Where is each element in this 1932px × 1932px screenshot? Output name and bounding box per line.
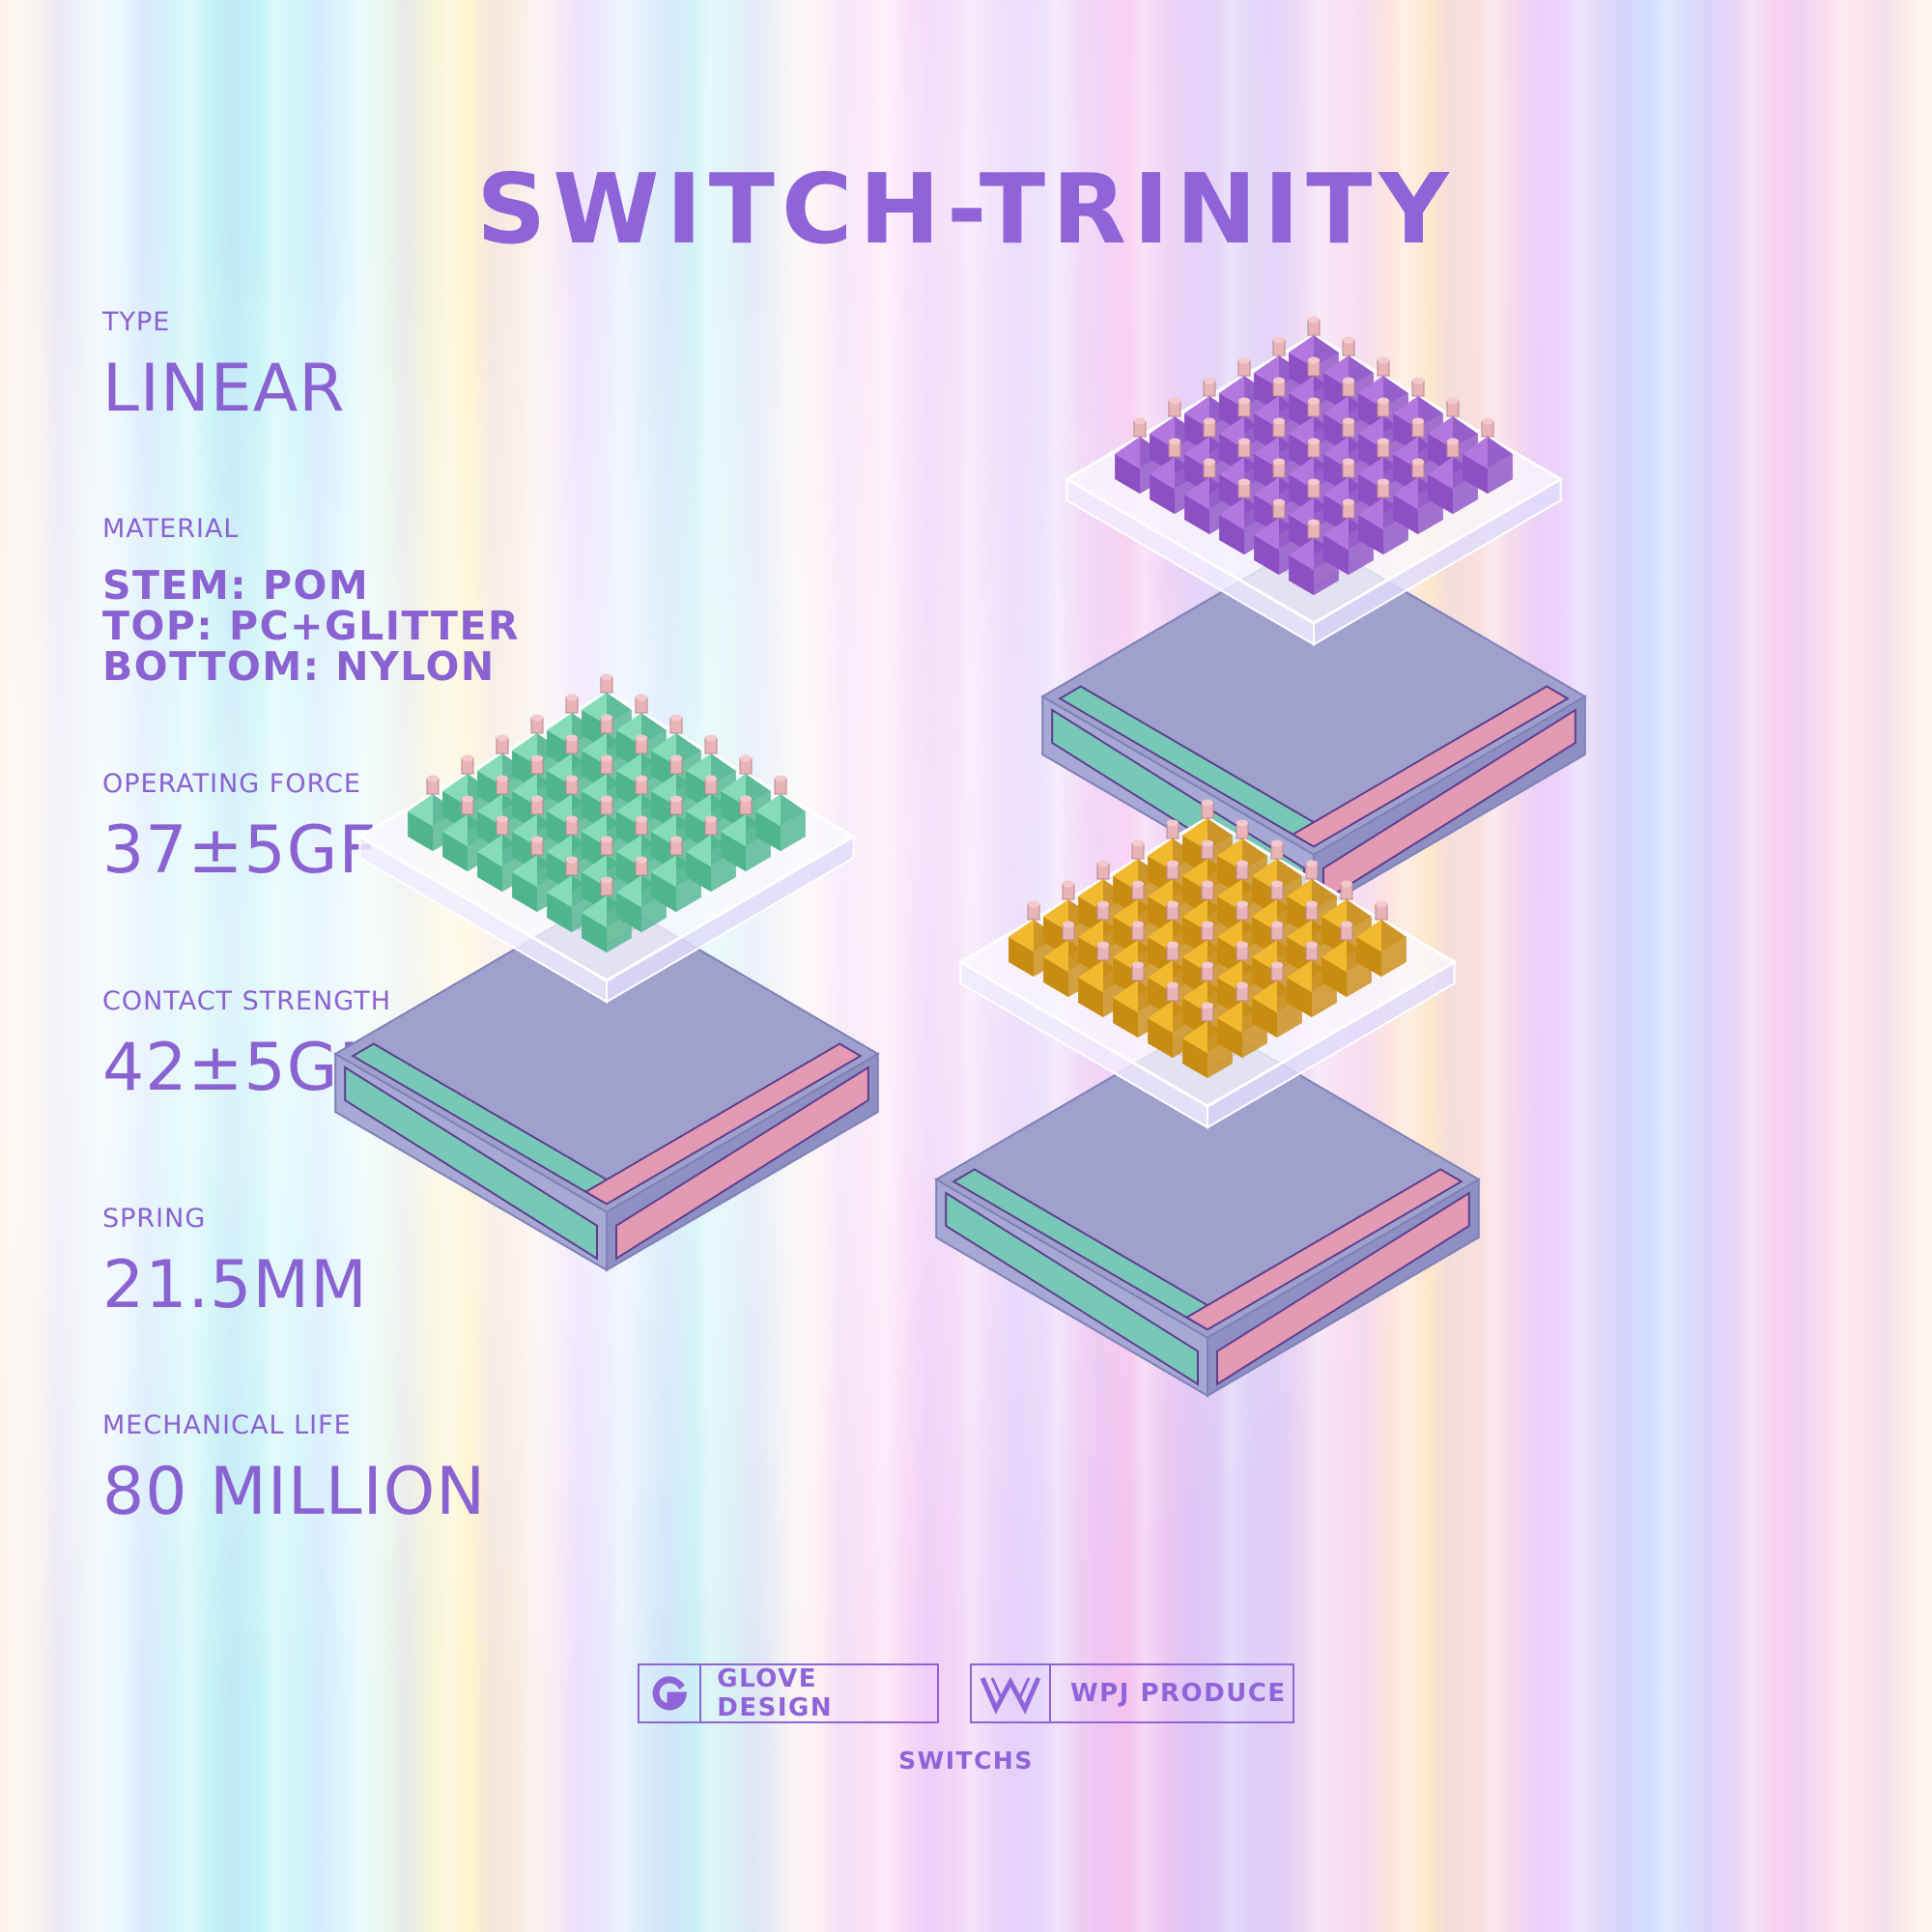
spec-type: TYPE LINEAR	[102, 307, 346, 427]
spec-spring: SPRING 21.5MM	[102, 1204, 368, 1323]
spec-label: MATERIAL	[102, 514, 240, 544]
switch-box	[934, 1020, 1481, 1398]
spec-contact-strength: CONTACT STRENGTH 42±5GF	[102, 986, 391, 1106]
glove-design-logo: GLOVE DESIGN	[638, 1663, 939, 1723]
wpj-produce-logo: WPJ PRODUCE	[970, 1663, 1294, 1723]
spec-label: OPERATING FORCE	[102, 769, 361, 799]
material-bottom: BOTTOM: NYLON	[102, 643, 496, 690]
page-title: SWITCH-TRINITY	[476, 153, 1456, 266]
spec-label: SPRING	[102, 1204, 207, 1234]
switch-grid	[1115, 316, 1513, 596]
spec-value: 21.5MM	[102, 1247, 368, 1323]
spec-label: MECHANICAL LIFE	[102, 1410, 352, 1440]
glove-design-g-icon	[639, 1665, 702, 1721]
spec-value: LINEAR	[102, 351, 346, 427]
material-stem: STEM: POM	[102, 562, 370, 609]
switch-pack-yellow	[934, 799, 1481, 1398]
switch-pack-green	[333, 673, 880, 1272]
logo-label: WPJ PRODUCE	[1070, 1679, 1287, 1708]
footer-label: SWITCHS	[898, 1747, 1034, 1775]
brand-logos: GLOVE DESIGN WPJ PRODUCE	[638, 1663, 1294, 1725]
logo-label: GLOVE DESIGN	[717, 1664, 834, 1722]
switch-grid	[408, 673, 806, 953]
spec-mechanical-life: MECHANICAL LIFE 80 MILLION	[102, 1410, 486, 1530]
spec-label: TYPE	[102, 307, 171, 337]
spec-value: 80 MILLION	[102, 1454, 487, 1530]
spec-value: 37±5GF	[102, 812, 378, 889]
spec-material: MATERIAL STEM: POM TOP: PC+GLITTER BOTTO…	[102, 514, 520, 687]
switch-grid	[1009, 799, 1406, 1079]
spec-operating-force: OPERATING FORCE 37±5GF	[102, 769, 378, 889]
spec-label: CONTACT STRENGTH	[102, 986, 392, 1016]
spec-value: 42±5GF	[102, 1030, 378, 1106]
wpj-w-icon	[972, 1665, 1051, 1721]
switch-pack-purple	[1040, 316, 1587, 915]
material-top: TOP: PC+GLITTER	[102, 603, 521, 649]
switch-box	[333, 895, 880, 1272]
